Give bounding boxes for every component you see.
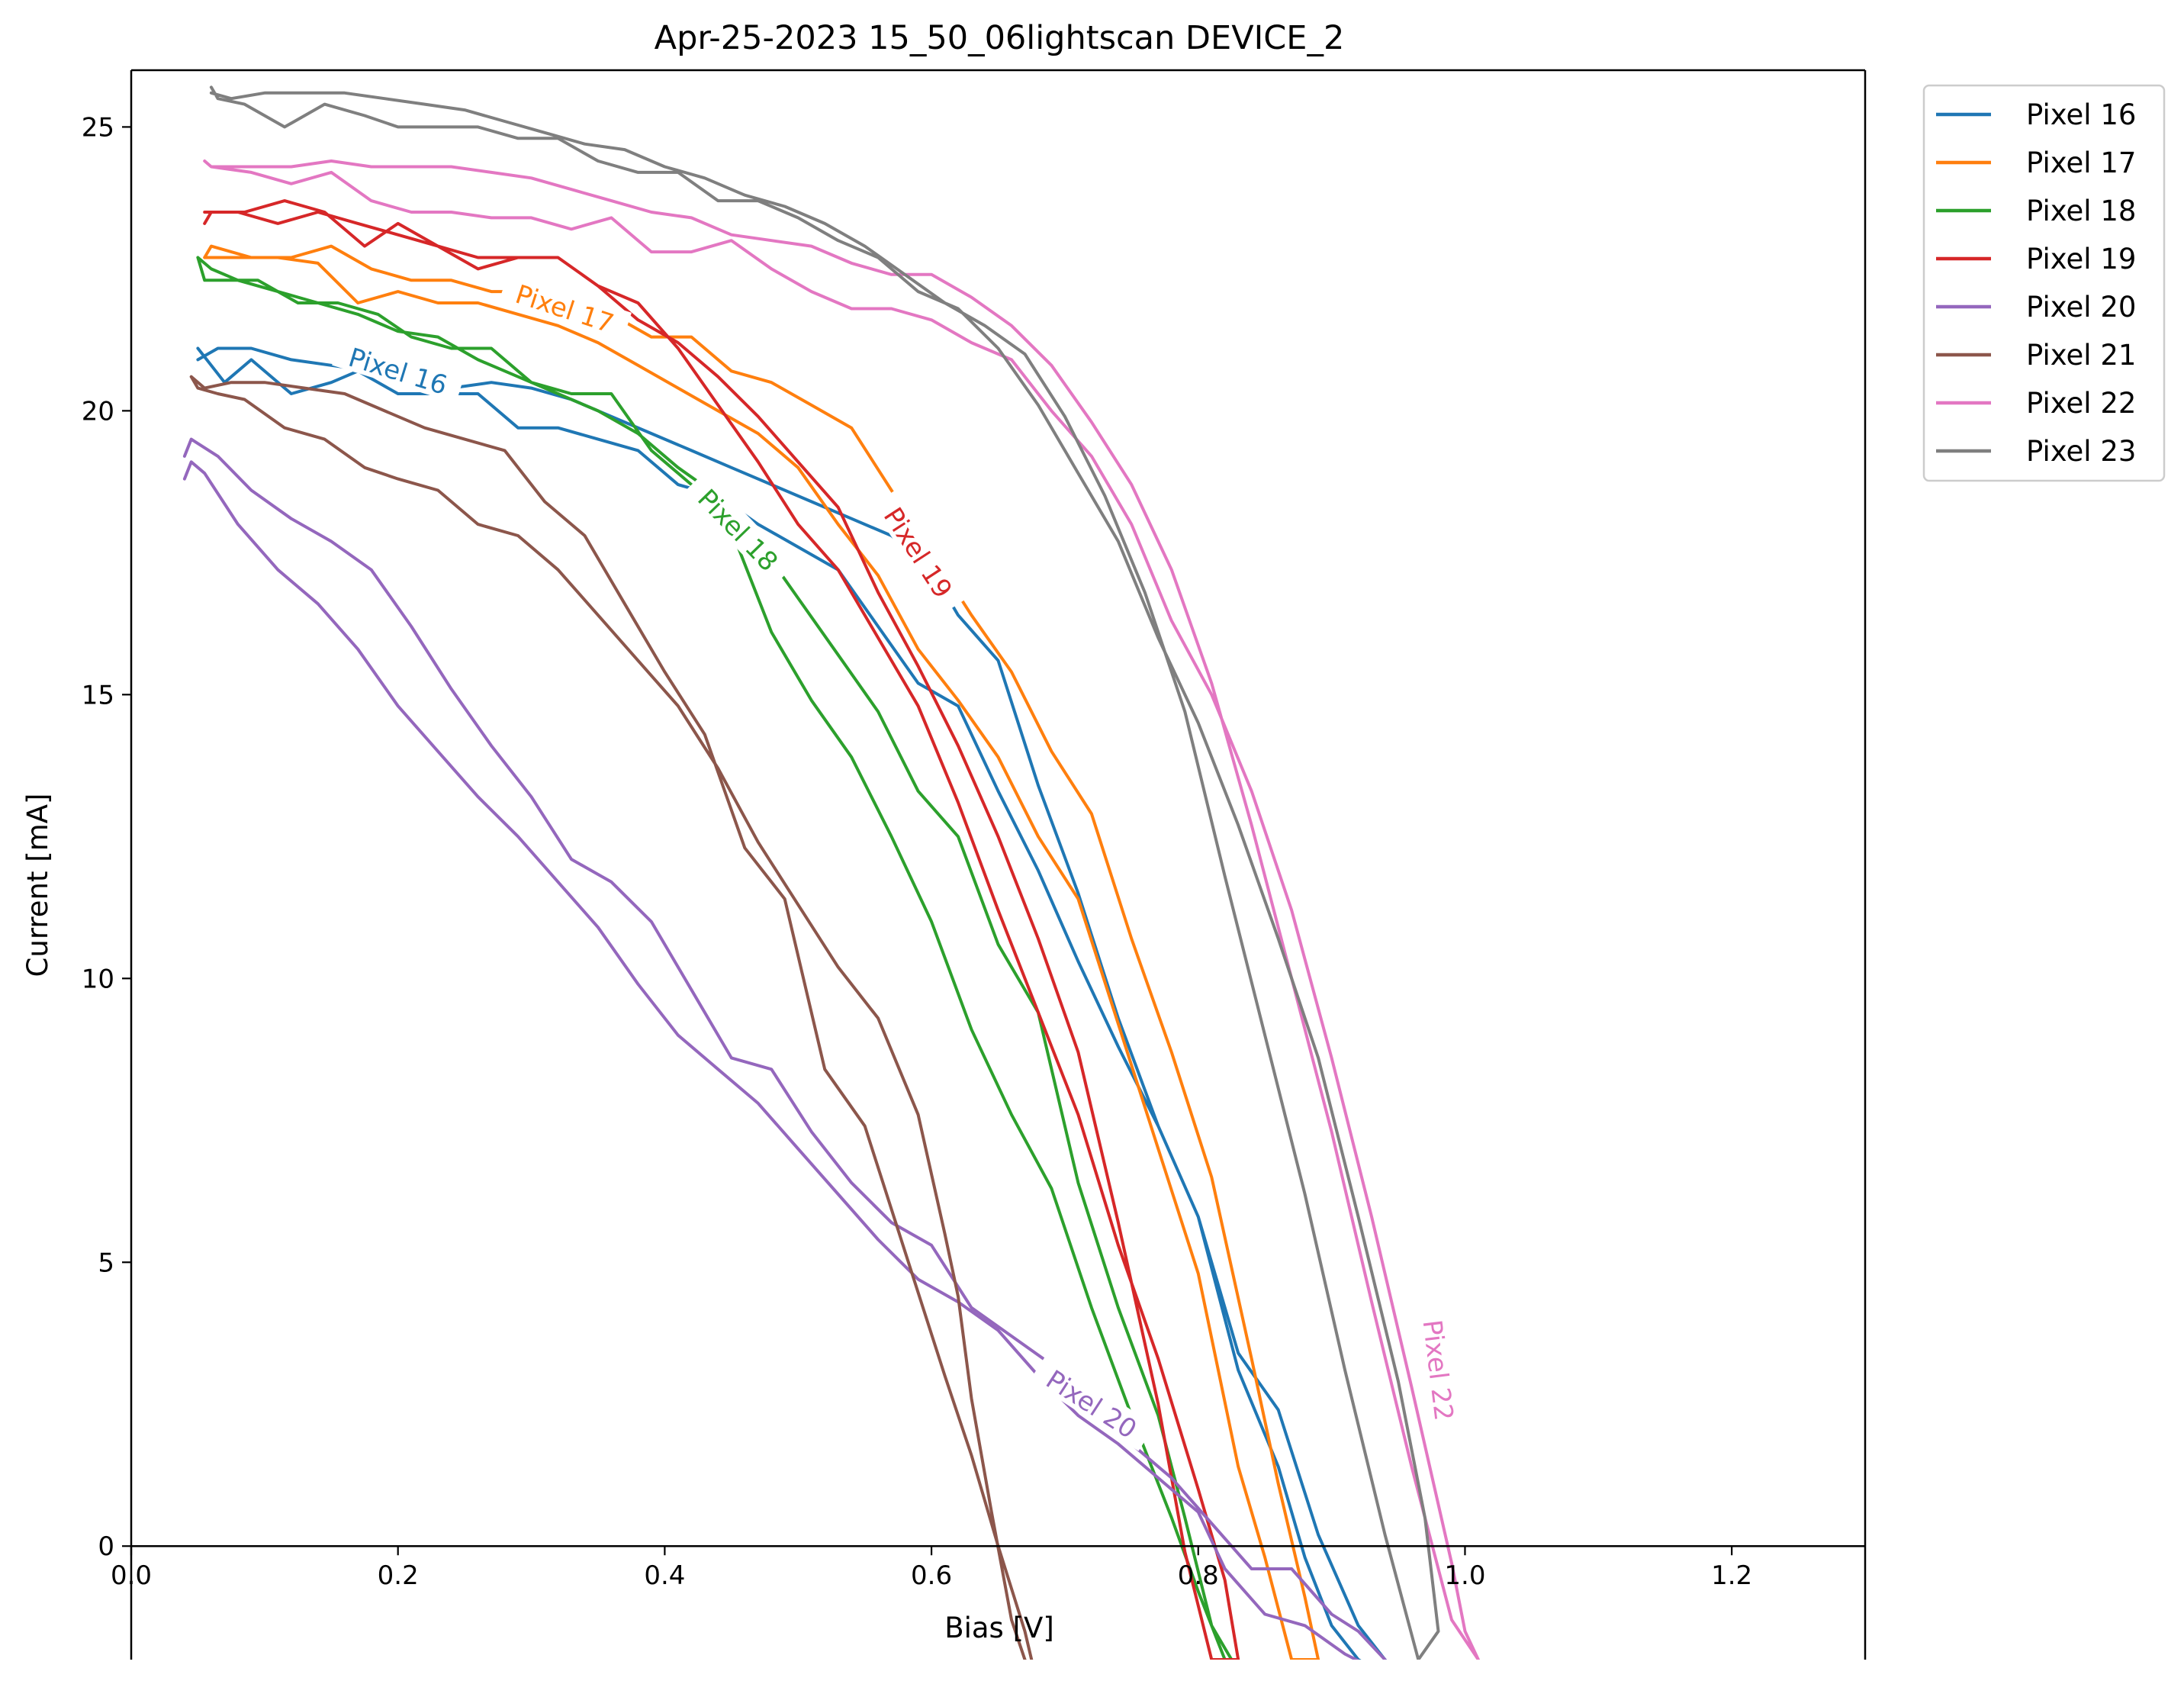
inline-label-bg (871, 489, 968, 615)
legend-item: Pixel 21 (1936, 339, 2136, 372)
legend-frame (1922, 84, 2166, 482)
series-line-1 (196, 346, 1388, 1660)
x-tick-label: 0.0 (111, 1560, 152, 1591)
series-line-4 (203, 199, 1240, 1660)
inline-label-6: Pixel 22 (1417, 1303, 1463, 1437)
inline-label-text: Pixel 22 (1417, 1318, 1459, 1422)
series-line-6 (189, 375, 1034, 1660)
inline-label-text: Pixel 19 (877, 502, 958, 604)
inline-label-bg (683, 472, 796, 587)
legend-label: Pixel 19 (2026, 243, 2136, 275)
inline-label-bg (332, 336, 465, 404)
inline-label-5: Pixel 20 (1029, 1354, 1156, 1451)
x-tick-label: 1.0 (1444, 1560, 1485, 1591)
x-axis-title: Bias [V] (944, 1612, 1054, 1644)
x-axis: 0.0 0.2 0.4 0.6 0.8 1.0 1.2 (111, 1546, 1752, 1591)
legend-label: Pixel 17 (2026, 147, 2136, 179)
y-tick-label: 15 (82, 680, 114, 710)
legend-label: Pixel 18 (2026, 195, 2136, 227)
chart-title: Apr-25-2023 15_50_06lightscan DEVICE_2 (655, 19, 1345, 57)
x-tick-label: 0.8 (1178, 1560, 1219, 1591)
inline-label-bg (1417, 1303, 1463, 1437)
legend-item: Pixel 20 (1936, 291, 2136, 324)
legend-item: Pixel 23 (1936, 435, 2136, 468)
series-lines (182, 85, 1480, 1660)
legend-label: Pixel 16 (2026, 98, 2136, 131)
legend-item: Pixel 16 (1936, 98, 2136, 131)
y-tick-label: 5 (98, 1248, 114, 1278)
legend: Pixel 16 Pixel 17 Pixel 18 Pixel 19 Pixel 20… (1922, 84, 2166, 482)
legend-item: Pixel 22 (1936, 387, 2136, 420)
x-tick-label: 0.6 (911, 1560, 952, 1591)
legend-label: Pixel 22 (2026, 387, 2136, 420)
x-tick-label: 0.4 (644, 1560, 685, 1591)
x-tick-label: 0.2 (378, 1560, 419, 1591)
y-axis-title: Current [mA] (21, 794, 54, 977)
x-tick-label: 1.2 (1711, 1560, 1752, 1591)
inline-label-2: Pixel 17 (498, 272, 632, 342)
legend-label: Pixel 23 (2026, 435, 2136, 468)
series-line-7 (203, 159, 1480, 1660)
series-line-3 (196, 256, 1234, 1660)
y-tick-label: 20 (82, 396, 114, 427)
inline-label-4: Pixel 19 (871, 489, 968, 615)
y-tick-label: 10 (82, 964, 114, 994)
legend-label: Pixel 21 (2026, 339, 2136, 372)
series-line-2 (203, 244, 1320, 1660)
inline-label-bg (1029, 1354, 1156, 1451)
legend-item: Pixel 19 (1936, 243, 2136, 275)
inline-label-3: Pixel 18 (683, 472, 796, 587)
series-line-5 (182, 437, 1387, 1660)
y-tick-label: 25 (82, 112, 114, 143)
series-line-8 (209, 85, 1440, 1660)
y-axis: 0 5 10 15 20 25 (82, 112, 131, 1562)
inline-label-bg (498, 272, 632, 342)
legend-label: Pixel 20 (2026, 291, 2136, 324)
legend-item: Pixel 17 (1936, 147, 2136, 179)
legend-item: Pixel 18 (1936, 195, 2136, 227)
y-tick-label: 0 (98, 1531, 114, 1562)
